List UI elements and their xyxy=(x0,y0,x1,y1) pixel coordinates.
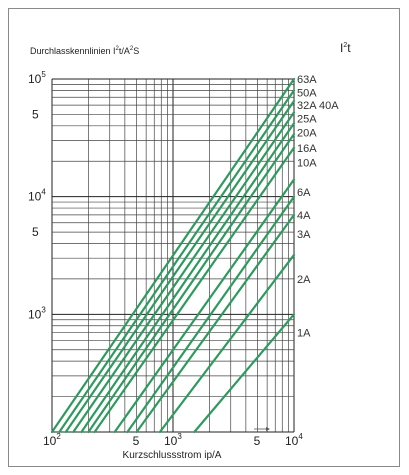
y-tick-exponent: 5 xyxy=(41,70,46,79)
y-tick-label: 5 xyxy=(32,225,39,239)
series-line-50A xyxy=(58,89,296,434)
y-tick-label: 104 xyxy=(28,188,46,204)
series-line-25A xyxy=(72,111,296,434)
series-line-10A xyxy=(93,146,296,434)
chart-title-sup-1: 2 xyxy=(116,46,120,52)
x-tick-base: 10 xyxy=(164,434,178,448)
corner-label-part-b: t xyxy=(347,41,351,55)
series-line-6A xyxy=(113,178,296,434)
x-tick-base: 10 xyxy=(43,434,57,448)
x-tick-label: 102 xyxy=(43,432,61,448)
series-label: 32A 40A xyxy=(297,100,339,112)
x-tick-exponent: 4 xyxy=(298,432,303,441)
x-tick-base: 5 xyxy=(133,434,140,448)
series-label: 25A xyxy=(297,114,317,126)
y-tick-label: 105 xyxy=(28,70,46,86)
x-tick-label: 5 xyxy=(254,434,261,448)
x-tick-label: 103 xyxy=(164,432,182,448)
x-tick-base: 5 xyxy=(254,434,261,448)
series-line-32A-40A xyxy=(64,99,296,434)
x-axis-arrow-head xyxy=(266,427,270,431)
x-tick-label: 5 xyxy=(133,434,140,448)
x-tick-exponent: 3 xyxy=(177,432,182,441)
corner-label-part-a: I xyxy=(340,41,343,55)
chart-frame xyxy=(8,8,400,467)
series-line-16A xyxy=(87,133,296,434)
series-label: 4A xyxy=(297,210,311,222)
chart-title-part-a: Durchlasskennlinien I xyxy=(30,46,116,56)
x-tick-labels: 102 5 103 5 104 xyxy=(43,432,303,448)
series-label: 16A xyxy=(297,143,317,155)
y-tick-base: 10 xyxy=(28,307,42,321)
series-label: 6A xyxy=(297,187,311,199)
x-axis-label: Kurzschlussstrom ip/A xyxy=(123,450,222,461)
y-tick-label: 103 xyxy=(28,305,46,321)
series-label: 3A xyxy=(297,229,311,241)
series-line-3A xyxy=(135,213,296,434)
series-line-4A xyxy=(126,195,296,434)
series-line-63A xyxy=(50,77,296,434)
x-tick-label: 104 xyxy=(285,432,303,448)
series-label: 63A xyxy=(297,74,317,86)
series-line-20A xyxy=(80,122,296,434)
y-tick-exponent: 3 xyxy=(41,305,46,314)
chart-title: Durchlasskennlinien I2t/A2S xyxy=(30,46,139,56)
y-tick-base: 5 xyxy=(32,107,39,121)
y-tick-label: 5 xyxy=(32,107,39,121)
chart-title-part-c: S xyxy=(133,46,139,56)
x-tick-base: 10 xyxy=(285,434,299,448)
corner-label: I2t xyxy=(340,41,351,55)
y-tick-exponent: 4 xyxy=(41,188,46,197)
series-label: 50A xyxy=(297,87,317,99)
series-label: 2A xyxy=(297,274,311,286)
series-line-1A xyxy=(193,313,296,434)
series-line-2A xyxy=(158,253,296,434)
series-label: 1A xyxy=(297,328,311,340)
series-label: 20A xyxy=(297,128,317,140)
series-lines xyxy=(50,77,296,434)
grid xyxy=(51,78,295,433)
y-tick-base: 5 xyxy=(32,225,39,239)
series-label: 10A xyxy=(297,158,317,170)
chart-title-sup-2: 2 xyxy=(130,46,134,52)
corner-label-sup: 2 xyxy=(343,42,347,49)
chart-title-part-b: t/A xyxy=(119,46,130,56)
y-tick-base: 10 xyxy=(28,190,42,204)
x-tick-exponent: 2 xyxy=(56,432,61,441)
y-tick-base: 10 xyxy=(28,72,42,86)
